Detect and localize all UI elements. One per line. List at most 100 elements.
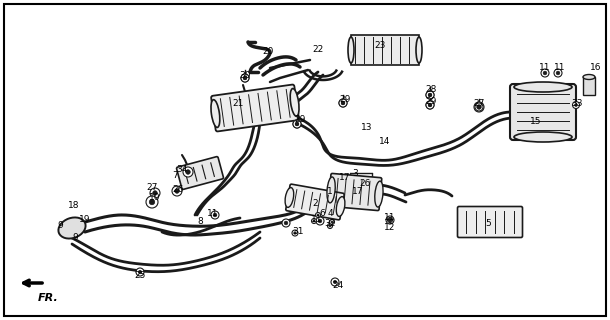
- Text: 10: 10: [149, 193, 161, 202]
- Text: 11: 11: [384, 213, 396, 222]
- Circle shape: [214, 213, 217, 217]
- Circle shape: [575, 104, 578, 106]
- Circle shape: [428, 103, 432, 107]
- Circle shape: [329, 220, 334, 225]
- Ellipse shape: [327, 177, 336, 203]
- Text: 11: 11: [207, 210, 219, 219]
- Circle shape: [386, 216, 394, 224]
- Text: 13: 13: [361, 124, 373, 132]
- Circle shape: [315, 212, 320, 218]
- Circle shape: [475, 103, 483, 111]
- Text: 29: 29: [339, 94, 351, 103]
- Circle shape: [388, 218, 392, 222]
- Circle shape: [295, 122, 299, 125]
- Circle shape: [543, 71, 547, 75]
- Text: 27: 27: [146, 183, 158, 193]
- Text: 8: 8: [197, 218, 203, 227]
- Circle shape: [293, 120, 301, 128]
- Text: 16: 16: [590, 63, 601, 73]
- Circle shape: [389, 219, 391, 221]
- Circle shape: [241, 74, 249, 82]
- Circle shape: [149, 199, 155, 205]
- Text: 20: 20: [262, 47, 274, 57]
- Text: 7: 7: [172, 171, 178, 180]
- Text: 31: 31: [292, 228, 304, 236]
- Circle shape: [477, 105, 481, 109]
- Circle shape: [241, 74, 249, 82]
- Circle shape: [136, 268, 144, 276]
- Circle shape: [339, 99, 347, 107]
- Circle shape: [318, 219, 322, 223]
- Text: 15: 15: [530, 117, 542, 126]
- Text: 29: 29: [425, 97, 437, 106]
- Circle shape: [428, 93, 432, 97]
- Text: 26: 26: [172, 186, 184, 195]
- Text: 32: 32: [325, 220, 336, 228]
- Circle shape: [146, 196, 158, 208]
- Ellipse shape: [290, 89, 299, 116]
- Circle shape: [426, 101, 434, 109]
- Circle shape: [243, 76, 246, 80]
- Circle shape: [293, 120, 301, 128]
- Circle shape: [328, 223, 332, 228]
- Circle shape: [292, 230, 298, 236]
- Circle shape: [541, 69, 549, 77]
- Circle shape: [243, 76, 247, 80]
- Circle shape: [316, 217, 324, 225]
- Ellipse shape: [285, 188, 293, 207]
- Circle shape: [295, 122, 299, 126]
- Ellipse shape: [375, 181, 383, 207]
- Text: 30: 30: [239, 70, 251, 79]
- Ellipse shape: [583, 75, 595, 79]
- Ellipse shape: [59, 218, 85, 238]
- Circle shape: [331, 221, 333, 223]
- Circle shape: [478, 105, 481, 108]
- Text: 21: 21: [232, 99, 243, 108]
- Circle shape: [341, 101, 345, 105]
- Circle shape: [317, 214, 319, 216]
- Circle shape: [211, 211, 219, 219]
- Circle shape: [426, 91, 434, 99]
- Text: 28: 28: [425, 85, 437, 94]
- Circle shape: [183, 167, 193, 177]
- Text: 17: 17: [352, 187, 364, 196]
- Text: 4: 4: [327, 209, 333, 218]
- Text: 12: 12: [384, 223, 396, 233]
- Text: 6: 6: [319, 209, 325, 218]
- Circle shape: [554, 69, 562, 77]
- Bar: [351, 35, 419, 65]
- Circle shape: [313, 220, 315, 222]
- FancyBboxPatch shape: [211, 84, 299, 132]
- Circle shape: [428, 103, 432, 107]
- Circle shape: [174, 189, 179, 193]
- Text: 27: 27: [473, 99, 485, 108]
- Circle shape: [152, 191, 157, 195]
- Circle shape: [284, 221, 288, 225]
- Text: 26: 26: [359, 179, 371, 188]
- FancyBboxPatch shape: [286, 184, 344, 220]
- Circle shape: [573, 101, 580, 108]
- FancyBboxPatch shape: [328, 173, 382, 211]
- FancyBboxPatch shape: [510, 84, 576, 140]
- Text: FR.: FR.: [38, 293, 59, 303]
- Ellipse shape: [416, 37, 422, 63]
- Circle shape: [556, 71, 560, 75]
- Circle shape: [172, 186, 182, 196]
- Ellipse shape: [336, 197, 345, 216]
- Circle shape: [342, 101, 345, 105]
- Text: 2: 2: [312, 198, 318, 207]
- Circle shape: [474, 102, 484, 112]
- Text: 9: 9: [57, 220, 63, 229]
- Text: 3: 3: [352, 170, 358, 179]
- Circle shape: [329, 225, 331, 227]
- Text: 14: 14: [379, 137, 390, 146]
- FancyBboxPatch shape: [458, 206, 523, 237]
- Text: 19: 19: [79, 215, 91, 225]
- Text: 5: 5: [485, 220, 491, 228]
- Text: 11: 11: [554, 63, 565, 73]
- Ellipse shape: [514, 132, 572, 142]
- Circle shape: [426, 101, 434, 109]
- Circle shape: [294, 232, 296, 234]
- Circle shape: [428, 93, 432, 97]
- Circle shape: [339, 99, 347, 107]
